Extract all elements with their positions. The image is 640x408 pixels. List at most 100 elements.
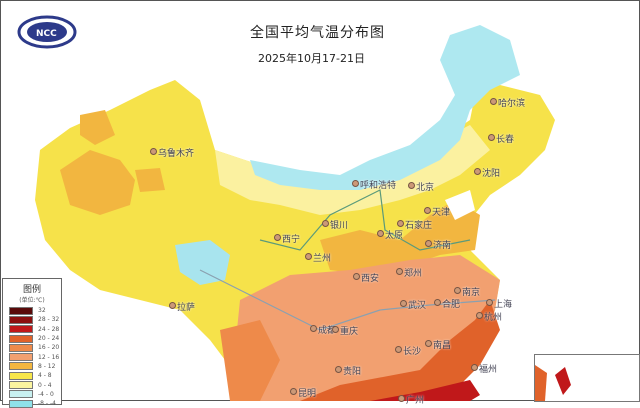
ncc-logo: NCC xyxy=(14,10,80,50)
legend-label: 24 - 28 xyxy=(38,325,60,333)
city-label: 重庆 xyxy=(340,327,359,337)
region-coast-hot xyxy=(370,380,480,401)
region-northeast-cold xyxy=(250,25,520,190)
city-marker xyxy=(488,134,495,141)
city-label: 西宁 xyxy=(282,235,301,245)
city-label: 郑州 xyxy=(404,269,423,279)
yangtze-river xyxy=(199,269,496,331)
legend-swatch xyxy=(9,353,33,362)
legend-item: 12 - 16 xyxy=(9,352,61,362)
city-marker xyxy=(490,98,497,105)
city-marker xyxy=(274,234,281,241)
city-marker xyxy=(486,299,493,306)
legend-swatch xyxy=(9,362,33,371)
map-title: 全国平均气温分布图 xyxy=(250,25,385,41)
city-marker xyxy=(425,340,432,347)
city-label: 合肥 xyxy=(442,300,461,310)
city-marker xyxy=(395,346,402,353)
legend-label: 20 - 24 xyxy=(38,335,60,343)
city-label: 北京 xyxy=(416,183,435,193)
legend-unit: (单位:℃) xyxy=(19,297,45,304)
city-label: 福州 xyxy=(479,365,498,375)
legend-item: 32 xyxy=(9,306,61,315)
city-marker xyxy=(322,220,329,227)
legend-swatch xyxy=(9,325,33,334)
city-label: 天津 xyxy=(432,208,451,218)
city-label: 武汉 xyxy=(408,301,427,311)
city-marker xyxy=(169,302,176,309)
city-label: 石家庄 xyxy=(405,221,433,231)
region-southeast-warm xyxy=(220,320,280,401)
legend-item: 0 - 4 xyxy=(9,380,61,390)
city-label: 济南 xyxy=(433,241,452,251)
legend-item: -8 - -4 xyxy=(9,399,61,408)
city-label: 杭州 xyxy=(484,313,503,323)
legend-label: 8 - 12 xyxy=(38,362,56,370)
city-label: 拉萨 xyxy=(177,303,196,313)
city-label: 南昌 xyxy=(433,341,452,351)
city-marker xyxy=(434,299,441,306)
region-xinjiang-warm xyxy=(60,150,135,215)
south-china-sea-inset xyxy=(534,354,640,402)
legend-item: 24 - 28 xyxy=(9,325,61,334)
city-label: 太原 xyxy=(385,231,404,241)
city-label: 银川 xyxy=(330,221,349,231)
city-label: 广州 xyxy=(406,396,425,406)
city-marker xyxy=(476,312,483,319)
city-marker xyxy=(305,253,312,260)
legend-label: 28 - 32 xyxy=(38,316,60,324)
region-plateau-cold xyxy=(175,240,230,285)
region-coast-warm xyxy=(300,300,500,401)
city-marker xyxy=(396,268,403,275)
city-label: 呼和浩特 xyxy=(360,181,397,191)
legend-label: 0 - 4 xyxy=(38,381,52,389)
legend-label: 12 - 16 xyxy=(38,353,60,361)
legend-label: 16 - 20 xyxy=(38,344,60,352)
city-marker xyxy=(397,220,404,227)
city-label: 昆明 xyxy=(298,389,317,399)
city-label: 长春 xyxy=(496,135,515,145)
legend-swatch xyxy=(9,381,33,390)
legend-item: 4 - 8 xyxy=(9,371,61,380)
city-marker xyxy=(400,300,407,307)
legend-swatch xyxy=(9,343,33,352)
city-marker xyxy=(454,287,461,294)
legend-label: -4 - 0 xyxy=(38,390,54,398)
region-central-warm xyxy=(320,200,480,275)
city-label: 成都 xyxy=(318,326,337,336)
city-marker xyxy=(332,326,339,333)
legend-label: 32 xyxy=(38,307,46,315)
city-label: 沈阳 xyxy=(482,169,501,179)
city-marker xyxy=(352,180,359,187)
legend: 图例 (单位:℃) 32 28 - 32 24 - 28 20 - 24 16 - 20… xyxy=(2,278,62,408)
city-label: 贵阳 xyxy=(343,367,362,377)
legend-swatch xyxy=(9,306,33,315)
region-xinjiang-warm-2 xyxy=(80,110,115,145)
city-marker xyxy=(471,364,478,371)
map-date: 2025年10月17-21日 xyxy=(258,52,365,65)
region-light-yellow xyxy=(215,125,490,215)
legend-item: 16 - 20 xyxy=(9,343,61,352)
city-marker xyxy=(474,168,481,175)
city-marker xyxy=(353,273,360,280)
city-marker xyxy=(290,388,297,395)
city-label: 长沙 xyxy=(403,347,422,357)
legend-item: 8 - 12 xyxy=(9,362,61,371)
city-label: 乌鲁木齐 xyxy=(158,149,195,159)
legend-title: 图例 xyxy=(22,285,41,295)
city-label: 兰州 xyxy=(313,254,332,264)
city-marker xyxy=(424,207,431,214)
yellow-river xyxy=(259,189,471,251)
legend-swatch xyxy=(9,334,33,343)
legend-swatch xyxy=(9,390,33,399)
city-marker xyxy=(150,148,157,155)
legend-item: 20 - 24 xyxy=(9,334,61,343)
svg-text:NCC: NCC xyxy=(36,29,57,39)
legend-swatch xyxy=(9,315,33,324)
city-marker xyxy=(377,230,384,237)
city-label: 南京 xyxy=(462,288,481,298)
legend-label: 4 - 8 xyxy=(38,372,52,380)
city-marker xyxy=(335,366,342,373)
bohai-sea xyxy=(445,190,475,220)
